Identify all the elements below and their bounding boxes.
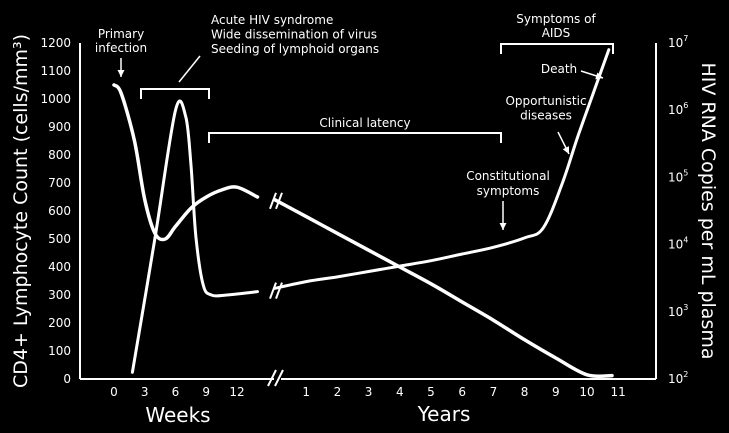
y-right-tick-label: 105 [668,168,688,184]
acute-phase-bracket [140,88,210,99]
constitutional-arrow-head [499,223,507,230]
left-tick-labels: 0 100 200 300 400 500 600 700 800 900 1000 1100 1200 [40,36,71,386]
x-weeks-tick-label: 3 [141,385,149,399]
curve-break-mark [275,192,283,210]
annotation-primary: Primary infection [95,27,147,55]
x-years-tick-label: 3 [365,385,373,399]
axis-titles: CD4+ Lymphocyte Count (cells/mm³) HIV RN… [10,34,719,427]
y-left-tick-label: 100 [48,344,71,358]
x-years-tick-label: 1 [302,385,310,399]
rna-series-weeks-line [130,99,259,374]
y-left-tick-label: 800 [48,148,71,162]
axis-break-mark [267,369,277,387]
y-left-tick-label: 0 [63,372,71,386]
annotation-aids: Symptoms of AIDS [516,12,596,40]
y-left-tick-label: 600 [48,204,71,218]
y-left-tick-label: 1000 [40,92,71,106]
death-arrow-head [595,72,603,80]
y-left-tick-label: 300 [48,288,71,302]
x-years-tick-label: 4 [396,385,404,399]
y-left-tick-label: 200 [48,316,71,330]
axis-break-mark [274,369,284,387]
x-weeks-tick-label: 6 [172,385,180,399]
acute-pointer-line [178,55,201,83]
clinical-latency-bracket [208,132,502,143]
x-years-tick-label: 2 [334,385,342,399]
y-axis-right-title: HIV RNA Copies per mL plasma [697,62,719,359]
annotation-death: Death [541,62,577,76]
annotation-opportunistic: Opportunistic diseases [505,94,586,123]
y-right-tick-label: 103 [668,303,688,319]
x-axis-years-title: Years [417,402,471,426]
right-tick-labels: 102 103 104 105 106 107 [668,34,688,386]
annotation-constitutional: Constitutional symptoms [466,169,550,198]
x-years-tick-label: 5 [427,385,435,399]
x-years-tick-label: 7 [490,385,498,399]
y-left-tick-label: 1100 [40,64,71,78]
annotations: Primary infection Acute HIV syndrome Wide d… [95,12,614,230]
series-lines [112,48,614,379]
x-axis-weeks-title: Weeks [145,403,210,427]
axes [79,43,657,387]
y-left-tick-label: 400 [48,260,71,274]
y-right-tick-label: 104 [668,236,688,252]
x-years-tick-label: 10 [579,385,594,399]
y-left-tick-label: 900 [48,120,71,134]
y-axis-left-title: CD4+ Lymphocyte Count (cells/mm³) [10,34,32,388]
x-years-tick-label: 9 [552,385,560,399]
cd4-series-weeks-line [112,83,260,242]
x-years-tick-label: 8 [521,385,529,399]
y-right-tick-label: 102 [668,370,688,386]
x-tick-labels: 0 3 6 9 12 1 2 3 4 5 6 7 8 9 10 11 [110,385,626,399]
y-left-tick-label: 1200 [40,36,71,50]
x-weeks-tick-label: 0 [110,385,118,399]
primary-arrow-head [117,70,125,77]
y-right-tick-label: 106 [668,101,688,117]
curve-break-mark [269,282,277,299]
x-years-tick-label: 6 [458,385,466,399]
annotation-acute: Acute HIV syndrome Wide dissemination of … [211,13,379,56]
x-years-tick-label: 11 [611,385,626,399]
y-left-tick-label: 700 [48,176,71,190]
opportunistic-arrow-head [562,146,569,154]
x-weeks-tick-label: 9 [202,385,210,399]
y-right-tick-label: 107 [668,34,688,50]
y-left-tick-label: 500 [48,232,71,246]
curve-break-mark [269,192,277,210]
cd4-series-years-line [273,198,614,379]
x-weeks-tick-label: 12 [229,385,244,399]
curve-break-mark [275,282,283,299]
aids-bracket [500,43,614,54]
annotation-latency: Clinical latency [319,116,410,130]
rna-series-years-line [273,48,611,290]
